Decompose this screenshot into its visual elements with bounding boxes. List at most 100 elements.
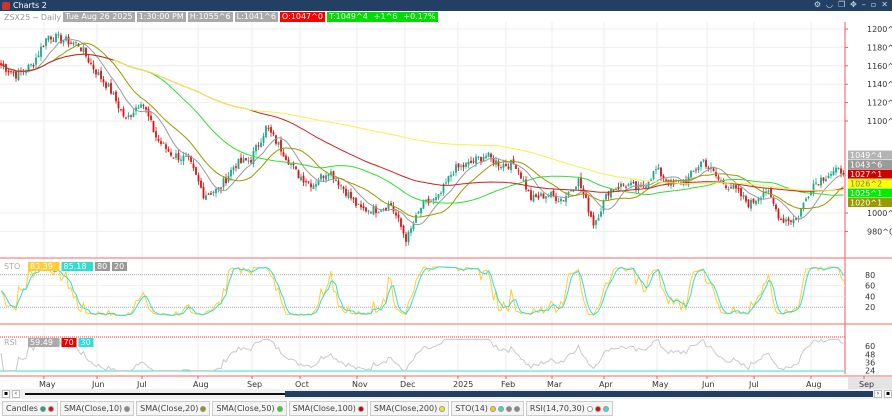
color-dot-icon[interactable] — [513, 405, 520, 412]
candle-body — [825, 179, 827, 182]
price-marker-label: 1027^1 — [850, 170, 882, 179]
candle-body — [667, 179, 670, 185]
candle-body — [770, 188, 772, 197]
candle-body — [495, 160, 497, 165]
candle-body — [737, 187, 740, 190]
color-dot-icon[interactable] — [602, 405, 609, 412]
move-icon[interactable]: ✥ — [850, 0, 857, 9]
candle-body — [400, 218, 402, 227]
sto-lower: 20 — [114, 262, 124, 271]
minimize-icon[interactable]: – — [861, 0, 866, 9]
scroll-home-button[interactable]: ▪ — [2, 390, 10, 398]
candle-body — [537, 195, 540, 199]
scroll-end-button[interactable]: ▪ — [884, 390, 892, 398]
restore-icon[interactable]: ▫ — [870, 0, 877, 9]
color-dot-icon[interactable] — [594, 405, 601, 412]
symbol[interactable]: ZSX25 — [4, 12, 31, 22]
legend-item[interactable]: SMA(Close,50) — [212, 401, 287, 416]
candle-body — [240, 157, 242, 163]
candle-body — [532, 194, 535, 202]
scroll-right-button[interactable]: › — [874, 390, 882, 398]
candle-body — [72, 42, 75, 45]
candle-body — [312, 185, 315, 189]
candle-body — [445, 182, 447, 184]
color-dot-icon[interactable] — [505, 405, 512, 412]
legend-item[interactable]: SMA(Close,200) — [369, 401, 450, 416]
scroll-left-button[interactable]: ‹ — [12, 390, 20, 398]
legend-item[interactable]: SMA(Close,10) — [59, 401, 135, 416]
candle-body — [795, 218, 797, 220]
candle-body — [245, 157, 247, 161]
legend-label: SMA(Close,50) — [216, 404, 275, 413]
rsi-upper-bg — [61, 338, 77, 347]
color-dot-icon[interactable] — [489, 405, 496, 412]
legend-item[interactable]: RSI(14,70,30) — [525, 401, 613, 416]
candle-body — [175, 153, 177, 158]
candle-body — [415, 214, 417, 223]
candle-body — [37, 55, 40, 58]
candle-body — [337, 180, 340, 186]
color-dot-icon[interactable] — [497, 405, 504, 412]
candle-body — [190, 155, 192, 162]
color-dot-icon[interactable] — [357, 405, 364, 412]
price-marker — [848, 179, 892, 189]
candle-body — [57, 34, 60, 36]
candle-body — [457, 163, 460, 168]
rsi-tick-label: 48 — [865, 350, 875, 359]
candle-body — [777, 209, 780, 219]
candle-body — [590, 211, 592, 217]
candle-body — [705, 160, 707, 167]
candle-body — [820, 177, 822, 186]
color-dot-icon[interactable] — [47, 405, 54, 412]
legend-item[interactable]: Candles — [2, 401, 58, 416]
color-dot-icon[interactable] — [39, 405, 46, 412]
candle-body — [80, 47, 82, 51]
candle-body — [717, 176, 720, 180]
candle-body — [90, 62, 92, 64]
candle-body — [420, 207, 422, 214]
candle-body — [575, 186, 577, 190]
close-icon[interactable]: ✕ — [881, 0, 888, 9]
candle-body — [222, 178, 225, 188]
candle-body — [450, 174, 452, 177]
rsi-tick-label: 36 — [865, 358, 875, 367]
candle-body — [562, 200, 565, 202]
minimize-to-tray-icon[interactable]: ◡ — [826, 0, 833, 9]
sto-upper-bg — [95, 262, 110, 271]
scroll-thumb[interactable] — [285, 391, 873, 397]
legend-item[interactable]: STO(14) — [451, 401, 524, 416]
candle-body — [310, 183, 312, 188]
rsi-upper: 70 — [64, 338, 74, 347]
chart-area[interactable]: 1200^0 1180^0 1160^0 1140^0 1120^0 1100^0 1000… — [0, 22, 892, 389]
legend-item[interactable]: SMA(Close,100) — [288, 401, 368, 416]
time-scrollbar[interactable]: ▪ ‹ › ▪ — [0, 389, 892, 399]
candle-body — [447, 176, 450, 183]
color-dot-icon[interactable] — [439, 405, 446, 412]
scroll-track[interactable] — [25, 393, 285, 395]
candle-body — [82, 47, 85, 53]
candle-body — [392, 206, 395, 212]
sto-d-value-bg — [61, 262, 93, 271]
candle-body — [370, 212, 372, 214]
candle-body — [147, 108, 150, 117]
candle-body — [787, 218, 790, 222]
color-dot-icon[interactable] — [586, 405, 593, 412]
rsi-label: RSI — [4, 338, 17, 347]
time-axis-label: Jul — [748, 380, 759, 389]
candle-body — [842, 173, 845, 175]
interval[interactable]: Daily — [40, 12, 62, 22]
candle-body — [697, 167, 700, 171]
rsi-tick-label: 60 — [865, 342, 875, 351]
color-dot-icon[interactable] — [124, 405, 131, 412]
candle-body — [70, 42, 72, 44]
time-axis-current — [848, 377, 892, 389]
candle-body — [142, 104, 145, 106]
color-dot-icon[interactable] — [276, 405, 283, 412]
color-dot-icon[interactable] — [200, 405, 207, 412]
layers-icon[interactable]: ❐ — [838, 0, 846, 9]
price-tick-label: 1200^0 — [867, 25, 892, 34]
gear-icon[interactable]: ⚙ — [813, 0, 822, 9]
legend-item[interactable]: SMA(Close,20) — [136, 401, 211, 416]
price-marker-label: 1020^1 — [850, 199, 882, 208]
time-tag: 1:30:00 PM — [136, 12, 186, 22]
